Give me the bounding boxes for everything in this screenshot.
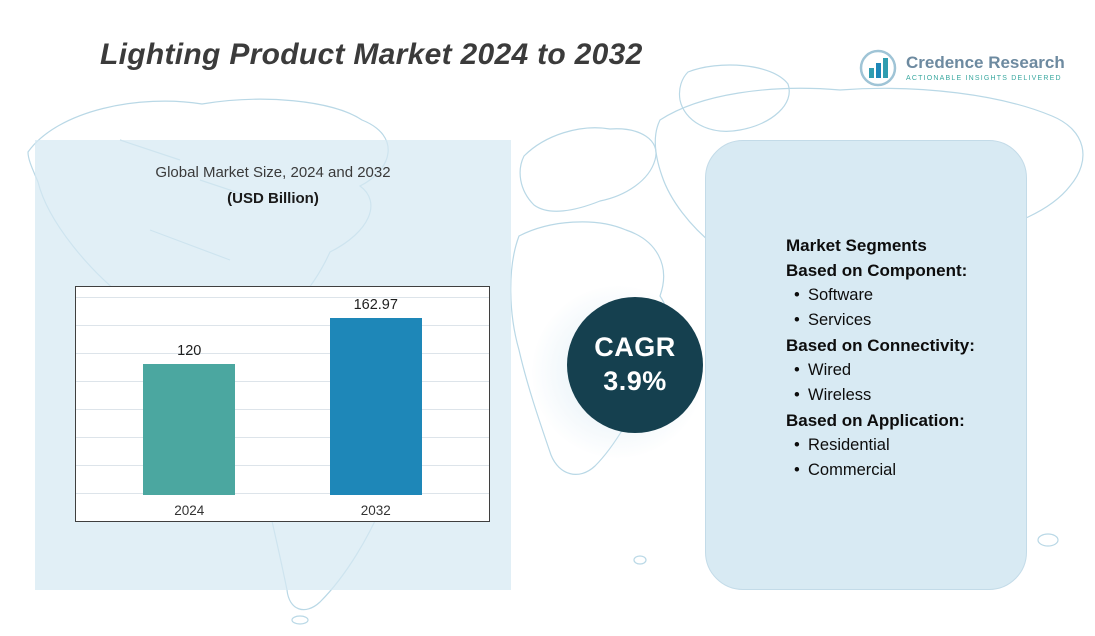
segment-item-label: Commercial bbox=[808, 461, 897, 479]
segment-item: • Wireless bbox=[786, 383, 1006, 408]
market-segments-panel: Market Segments Based on Component: • Soft… bbox=[705, 140, 1027, 590]
bar-2032 bbox=[329, 318, 422, 495]
segment-item: • Commercial bbox=[786, 458, 1006, 483]
segment-item: • Residential bbox=[786, 433, 1006, 458]
segment-group-label: Based on Connectivity: bbox=[786, 336, 975, 355]
bar-group-2032: 162.97 2032 bbox=[329, 297, 422, 525]
bullet-icon: • bbox=[794, 286, 800, 304]
segment-item: • Wired bbox=[786, 358, 1006, 383]
segment-item: • Software bbox=[786, 283, 1006, 308]
bullet-icon: • bbox=[794, 461, 800, 479]
x-axis-label: 2024 bbox=[174, 502, 205, 518]
bullet-icon: • bbox=[794, 311, 800, 329]
bar-chart-logo-icon bbox=[859, 49, 897, 87]
segment-item-label: Software bbox=[808, 286, 874, 304]
bar-value-label: 162.97 bbox=[353, 297, 398, 313]
cagr-value: 3.9% bbox=[603, 366, 667, 396]
segment-item-label: Services bbox=[808, 311, 872, 329]
bullet-icon: • bbox=[794, 361, 800, 379]
x-axis-label: 2032 bbox=[360, 502, 391, 518]
segment-item: • Services bbox=[786, 308, 1006, 333]
bar-value-label: 120 bbox=[177, 343, 202, 359]
bar-group-2024: 120 2024 bbox=[143, 343, 236, 525]
segments-heading: Market Segments bbox=[786, 236, 927, 255]
brand-logo: Credence Research Actionable Insights De… bbox=[858, 48, 1065, 88]
brand-text: Credence Research Actionable Insights De… bbox=[906, 53, 1065, 82]
segment-item-label: Wireless bbox=[808, 386, 872, 404]
bullet-icon: • bbox=[794, 436, 800, 454]
bullet-icon: • bbox=[794, 386, 800, 404]
segment-group-label: Based on Application: bbox=[786, 411, 965, 430]
cagr-label: CAGR bbox=[594, 332, 676, 363]
bar-2024 bbox=[143, 364, 236, 495]
bar-chart: 120 2024 162.97 2032 bbox=[75, 286, 490, 522]
brand-name: Credence Research bbox=[906, 53, 1065, 73]
bar-plot: 120 2024 162.97 2032 bbox=[76, 287, 489, 525]
segment-item-label: Residential bbox=[808, 436, 890, 454]
cagr-badge: CAGR 3.9% bbox=[567, 297, 703, 433]
chart-heading: Global Market Size, 2024 and 2032 bbox=[155, 164, 391, 181]
segment-item-label: Wired bbox=[808, 361, 852, 379]
segments-list: Based on Component: • Software • Services Bas… bbox=[786, 258, 1006, 483]
brand-tagline: Actionable Insights Delivered bbox=[906, 74, 1062, 82]
page-title: Lighting Product Market 2024 to 2032 bbox=[100, 38, 643, 71]
chart-subheading: (USD Billion) bbox=[227, 190, 319, 207]
segment-group-label: Based on Component: bbox=[786, 261, 968, 280]
